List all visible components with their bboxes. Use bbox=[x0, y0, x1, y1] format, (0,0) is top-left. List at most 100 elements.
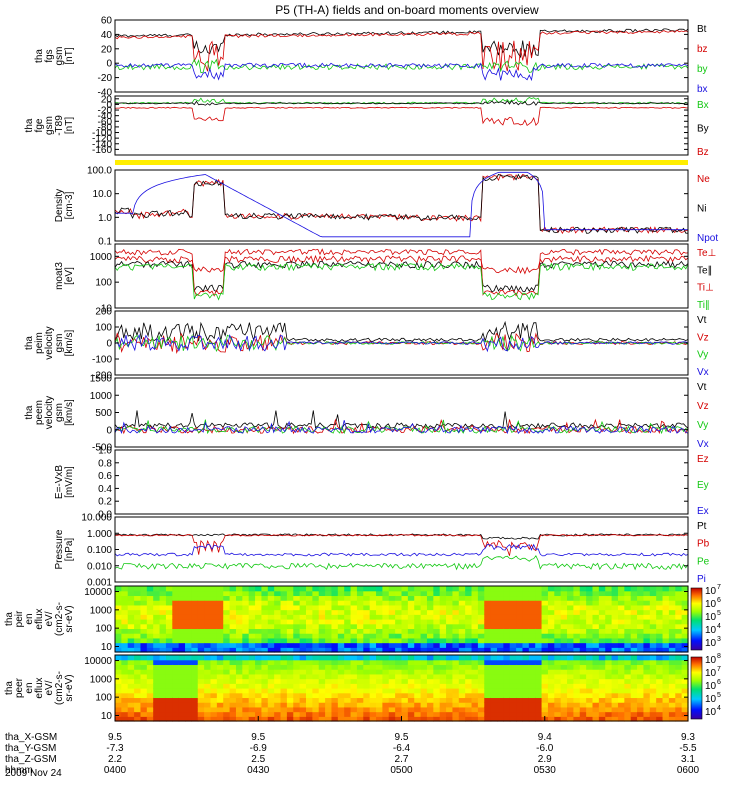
heatmap-cell bbox=[178, 702, 186, 708]
heatmap-cell bbox=[376, 609, 383, 615]
heatmap-cell bbox=[516, 692, 524, 699]
heatmap-cell bbox=[255, 697, 263, 703]
heatmap-cell bbox=[382, 623, 390, 630]
heatmap-cell bbox=[426, 642, 434, 648]
heatmap-cell bbox=[318, 595, 326, 601]
heatmap-cell bbox=[223, 716, 231, 722]
heatmap-cell bbox=[675, 647, 683, 653]
heatmap-cell bbox=[624, 642, 632, 648]
heatmap-cell bbox=[433, 655, 441, 661]
heatmap-cell bbox=[484, 702, 492, 708]
heatmap-cell bbox=[344, 590, 352, 597]
heatmap-cell bbox=[668, 659, 676, 666]
y-axis-label: [km/s] bbox=[64, 399, 75, 426]
heatmap-cell bbox=[637, 604, 645, 611]
heatmap-cell bbox=[369, 647, 377, 653]
heatmap-cell bbox=[605, 600, 613, 606]
heatmap-cell bbox=[649, 633, 657, 639]
heatmap-cell bbox=[547, 619, 555, 625]
heatmap-cell bbox=[630, 595, 638, 601]
heatmap-cell bbox=[382, 609, 390, 615]
heatmap-cell bbox=[159, 655, 167, 661]
series-line-Te∥ bbox=[114, 260, 689, 294]
legend-Pb: Pb bbox=[697, 539, 710, 550]
heatmap-cell bbox=[318, 637, 326, 644]
heatmap-cell bbox=[153, 702, 161, 708]
heatmap-cell bbox=[242, 609, 250, 615]
heatmap-cell bbox=[165, 633, 173, 639]
heatmap-cell bbox=[643, 664, 651, 670]
heatmap-cell bbox=[426, 600, 434, 606]
heatmap-cell bbox=[560, 702, 568, 708]
heatmap-cell bbox=[643, 711, 651, 717]
heatmap-cell bbox=[350, 609, 358, 615]
heatmap-cell bbox=[611, 623, 619, 630]
heatmap-cell bbox=[115, 688, 122, 694]
y-axis-label: eflux bbox=[34, 608, 45, 629]
heatmap-cell bbox=[586, 697, 594, 703]
y-axis-label: fge bbox=[34, 118, 45, 132]
heatmap-cell bbox=[325, 647, 333, 653]
heatmap-cell bbox=[172, 664, 180, 670]
heatmap-cell bbox=[484, 711, 492, 717]
heatmap-cell bbox=[165, 623, 173, 630]
heatmap-cell bbox=[115, 628, 122, 634]
heatmap-cell bbox=[331, 692, 339, 699]
heatmap-cell bbox=[363, 590, 371, 597]
heatmap-cell bbox=[165, 637, 173, 644]
heatmap-cell bbox=[267, 586, 275, 592]
heatmap-cell bbox=[471, 600, 479, 606]
heatmap-cell bbox=[567, 692, 574, 699]
heatmap-cell bbox=[293, 619, 301, 625]
heatmap-cell bbox=[414, 673, 422, 680]
heatmap-cell bbox=[223, 664, 231, 670]
heatmap-cell bbox=[280, 669, 288, 675]
heatmap-cell bbox=[395, 628, 403, 634]
heatmap-cell bbox=[178, 706, 186, 713]
heatmap-cell bbox=[579, 595, 587, 601]
heatmap-cell bbox=[541, 655, 549, 661]
heatmap-cell bbox=[407, 600, 415, 606]
heatmap-cell bbox=[547, 683, 555, 689]
heatmap-cell bbox=[363, 637, 371, 644]
heatmap-cell bbox=[624, 600, 632, 606]
heatmap-cell bbox=[554, 706, 562, 713]
heatmap-cell bbox=[503, 664, 511, 670]
heatmap-cell bbox=[369, 683, 377, 689]
heatmap-cell bbox=[567, 669, 574, 675]
heatmap-cell bbox=[248, 716, 256, 722]
heatmap-cell bbox=[235, 642, 243, 648]
heatmap-cell bbox=[191, 702, 199, 708]
heatmap-cell bbox=[204, 683, 212, 689]
heatmap-cell bbox=[624, 702, 632, 708]
heatmap-cell bbox=[299, 595, 307, 601]
heatmap-cell bbox=[681, 628, 689, 634]
heatmap-cell bbox=[407, 633, 415, 639]
heatmap-cell bbox=[178, 633, 186, 639]
heatmap-cell bbox=[426, 595, 434, 601]
heatmap-cell bbox=[528, 711, 536, 717]
heatmap-cell bbox=[567, 655, 574, 661]
heatmap-cell bbox=[153, 633, 161, 639]
heatmap-cell bbox=[637, 716, 645, 722]
heatmap-cell bbox=[630, 633, 638, 639]
heatmap-cell bbox=[261, 664, 269, 670]
heatmap-cell bbox=[382, 673, 390, 680]
heatmap-cell bbox=[229, 642, 237, 648]
heatmap-cell bbox=[388, 673, 396, 680]
heatmap-cell bbox=[140, 609, 148, 615]
heatmap-cell bbox=[637, 655, 645, 661]
heatmap-cell bbox=[369, 604, 377, 611]
heatmap-cell bbox=[503, 586, 511, 592]
heatmap-cell bbox=[382, 590, 390, 597]
heatmap-cell bbox=[681, 595, 689, 601]
heatmap-cell bbox=[325, 711, 333, 717]
heatmap-cell bbox=[185, 628, 192, 634]
heatmap-cell bbox=[446, 711, 454, 717]
heatmap-cell bbox=[484, 669, 492, 675]
heatmap-cell bbox=[210, 586, 218, 592]
heatmap-cell bbox=[668, 595, 676, 601]
legend-Vt: Vt bbox=[697, 315, 707, 326]
heatmap-cell bbox=[159, 600, 167, 606]
heatmap-cell bbox=[446, 623, 454, 630]
